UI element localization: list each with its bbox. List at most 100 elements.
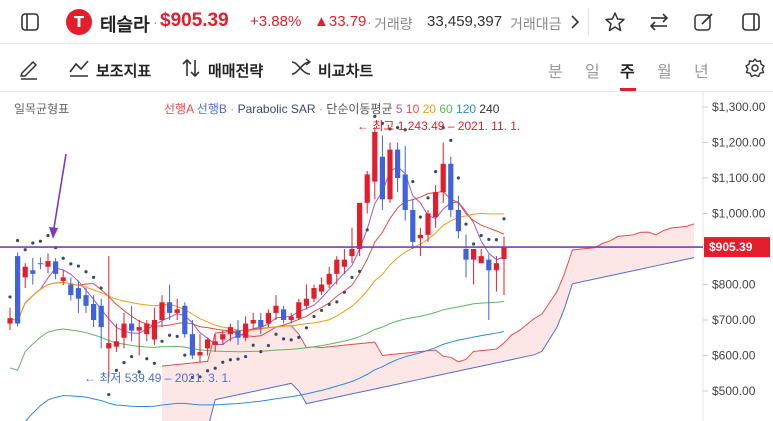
- span-b-line: [209, 257, 695, 421]
- sar-dot: [168, 333, 172, 337]
- period-year[interactable]: 년: [694, 64, 709, 81]
- chart-legend: 선행A 선행B · Parabolic SAR · 단순이동평균 5 10 20…: [164, 100, 499, 117]
- candle-body: [372, 131, 378, 182]
- legend-ma240: 240: [479, 102, 500, 116]
- candle-body: [159, 302, 165, 320]
- panel-icon[interactable]: [741, 12, 761, 32]
- candle-body: [395, 149, 401, 178]
- change-percent: +3.88%: [250, 13, 302, 30]
- next-icon[interactable]: [568, 14, 582, 30]
- candle-body: [113, 341, 119, 347]
- sar-dot: [213, 366, 217, 370]
- sar-dot: [449, 138, 453, 142]
- sar-dot: [23, 248, 27, 252]
- candle-body: [311, 288, 317, 299]
- candle-body: [379, 156, 385, 200]
- candle-body: [15, 256, 21, 324]
- candle-body: [151, 320, 157, 340]
- candle-body: [303, 298, 309, 306]
- sar-dot: [282, 337, 286, 341]
- sar-dot: [487, 237, 491, 242]
- sar-dot: [61, 256, 65, 260]
- y-tick-label: $1,100.00: [712, 171, 766, 185]
- legend-span-b: 선행B: [196, 102, 227, 116]
- legend-separator: ·: [230, 102, 238, 116]
- sar-dot: [304, 326, 308, 330]
- candle-body: [174, 309, 180, 313]
- ichimoku-cloud: [162, 223, 694, 421]
- sar-dot: [388, 127, 392, 131]
- legend-sar: Parabolic SAR: [237, 102, 316, 116]
- candle-body: [493, 263, 499, 271]
- ma20-line: [9, 212, 505, 331]
- indicators-button[interactable]: 보조지표: [96, 63, 152, 80]
- candle-body: [341, 259, 347, 267]
- pencil-icon[interactable]: [18, 58, 40, 80]
- high-annotation: ← 최고 1,243.49 – 2021. 11. 1.: [357, 119, 520, 133]
- sar-dot: [342, 290, 346, 294]
- change-amount: ▲33.79: [314, 13, 367, 30]
- gear-icon[interactable]: [744, 57, 766, 79]
- sar-dot: [502, 217, 506, 221]
- swap-icon[interactable]: [648, 11, 670, 33]
- sar-dot: [464, 222, 468, 226]
- star-icon[interactable]: [604, 11, 626, 33]
- chart-canvas[interactable]: $1,300.00$1,200.00$1,100.00$1,000.00$900…: [0, 92, 773, 421]
- candle-body: [425, 213, 431, 235]
- legend-ma: 단순이동평균: [326, 102, 393, 116]
- sar-dot: [114, 368, 118, 373]
- sar-dot: [122, 361, 126, 365]
- sar-dot: [236, 357, 240, 361]
- strategy-button[interactable]: 매매전략: [208, 63, 264, 80]
- y-tick-label: $1,200.00: [712, 136, 766, 150]
- sar-dot: [434, 170, 438, 174]
- current-price-tag-bg: [704, 237, 770, 258]
- candle-body: [83, 295, 89, 306]
- legend-ma60: 60: [439, 102, 453, 116]
- sar-dot: [274, 332, 278, 336]
- period-day[interactable]: 일: [585, 64, 600, 81]
- candle-body: [296, 302, 302, 319]
- legend-ma20: 20: [422, 102, 436, 116]
- ma10-line: [9, 190, 505, 338]
- sar-dot: [228, 358, 232, 362]
- candle-body: [227, 327, 233, 335]
- candle-body: [463, 249, 469, 260]
- candle-body: [197, 351, 203, 356]
- candle-body: [91, 304, 97, 320]
- compare-button[interactable]: 비교차트: [318, 63, 374, 80]
- y-tick-label: $1,300.00: [712, 100, 766, 114]
- chart-toolbar: 보조지표 매매전략 비교차트 분 일 주 월 년: [0, 44, 773, 92]
- ticker-header: T 테슬라 · $905.39 +3.88% ▲33.79 · 거래량 33,4…: [0, 0, 773, 44]
- candle-body: [334, 259, 340, 274]
- y-tick-label: $1,000.00: [712, 207, 766, 221]
- sar-dot: [69, 262, 73, 266]
- sar-dot: [259, 349, 263, 354]
- period-week[interactable]: 주: [620, 64, 635, 81]
- edit-icon[interactable]: [693, 11, 715, 33]
- sar-dot: [335, 300, 339, 304]
- sar-dot: [46, 233, 50, 238]
- sar-dot: [411, 179, 415, 184]
- y-tick-label: $800.00: [712, 278, 756, 292]
- sar-dot: [76, 264, 80, 268]
- legend-span-a: 선행A: [164, 102, 194, 116]
- candle-body: [387, 149, 393, 200]
- candle-body: [220, 334, 226, 340]
- candle-body: [22, 266, 28, 278]
- sidebar-icon[interactable]: [20, 12, 40, 32]
- price-chart[interactable]: 일목균형표 선행A 선행B · Parabolic SAR · 단순이동평균 5…: [0, 92, 773, 421]
- sar-dot: [251, 343, 255, 347]
- candle-body: [45, 261, 51, 267]
- candle-body: [402, 174, 408, 210]
- sar-dot: [327, 302, 331, 306]
- candle-body: [243, 323, 249, 338]
- header-divider: [588, 8, 589, 36]
- strategy-icon: [182, 58, 200, 78]
- period-month[interactable]: 월: [657, 64, 672, 81]
- candle-body: [60, 277, 66, 281]
- period-minute[interactable]: 분: [548, 64, 563, 81]
- candle-body: [167, 302, 173, 313]
- tesla-logo: T: [66, 9, 92, 35]
